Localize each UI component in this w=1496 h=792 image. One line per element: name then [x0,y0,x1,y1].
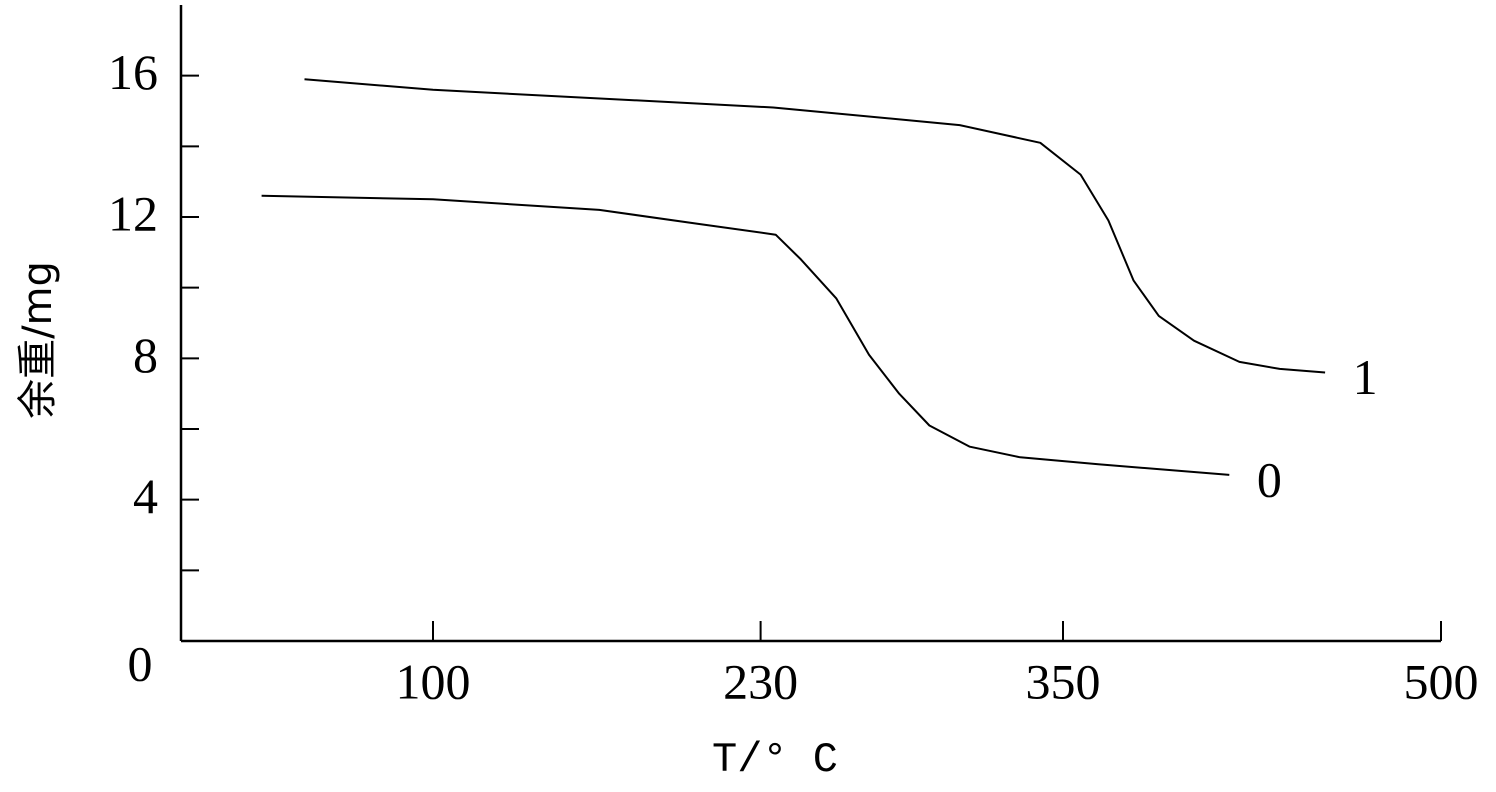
y-tick-label: 16 [108,44,158,100]
series-line [305,79,1326,372]
y-tick-label: 12 [108,185,158,241]
y-tick-label: 4 [133,468,158,524]
series-label: 0 [1257,451,1282,507]
x-tick-label: 230 [723,653,798,709]
chart: T/° C 余重/mg 0 4 8 12 16 100 230 350 500 1 0 [0,0,1496,792]
x-tick-label: 350 [1026,653,1101,709]
x-tick-label: 500 [1404,653,1479,709]
x-tick-label: 100 [396,653,471,709]
y-tick-label: 8 [133,327,158,383]
series-label: 1 [1353,349,1378,405]
x-axis-label: T/° C [712,736,838,784]
y-tick-label: 0 [128,635,153,691]
y-axis-label: 余重/mg [15,261,61,419]
series-line [262,196,1230,475]
